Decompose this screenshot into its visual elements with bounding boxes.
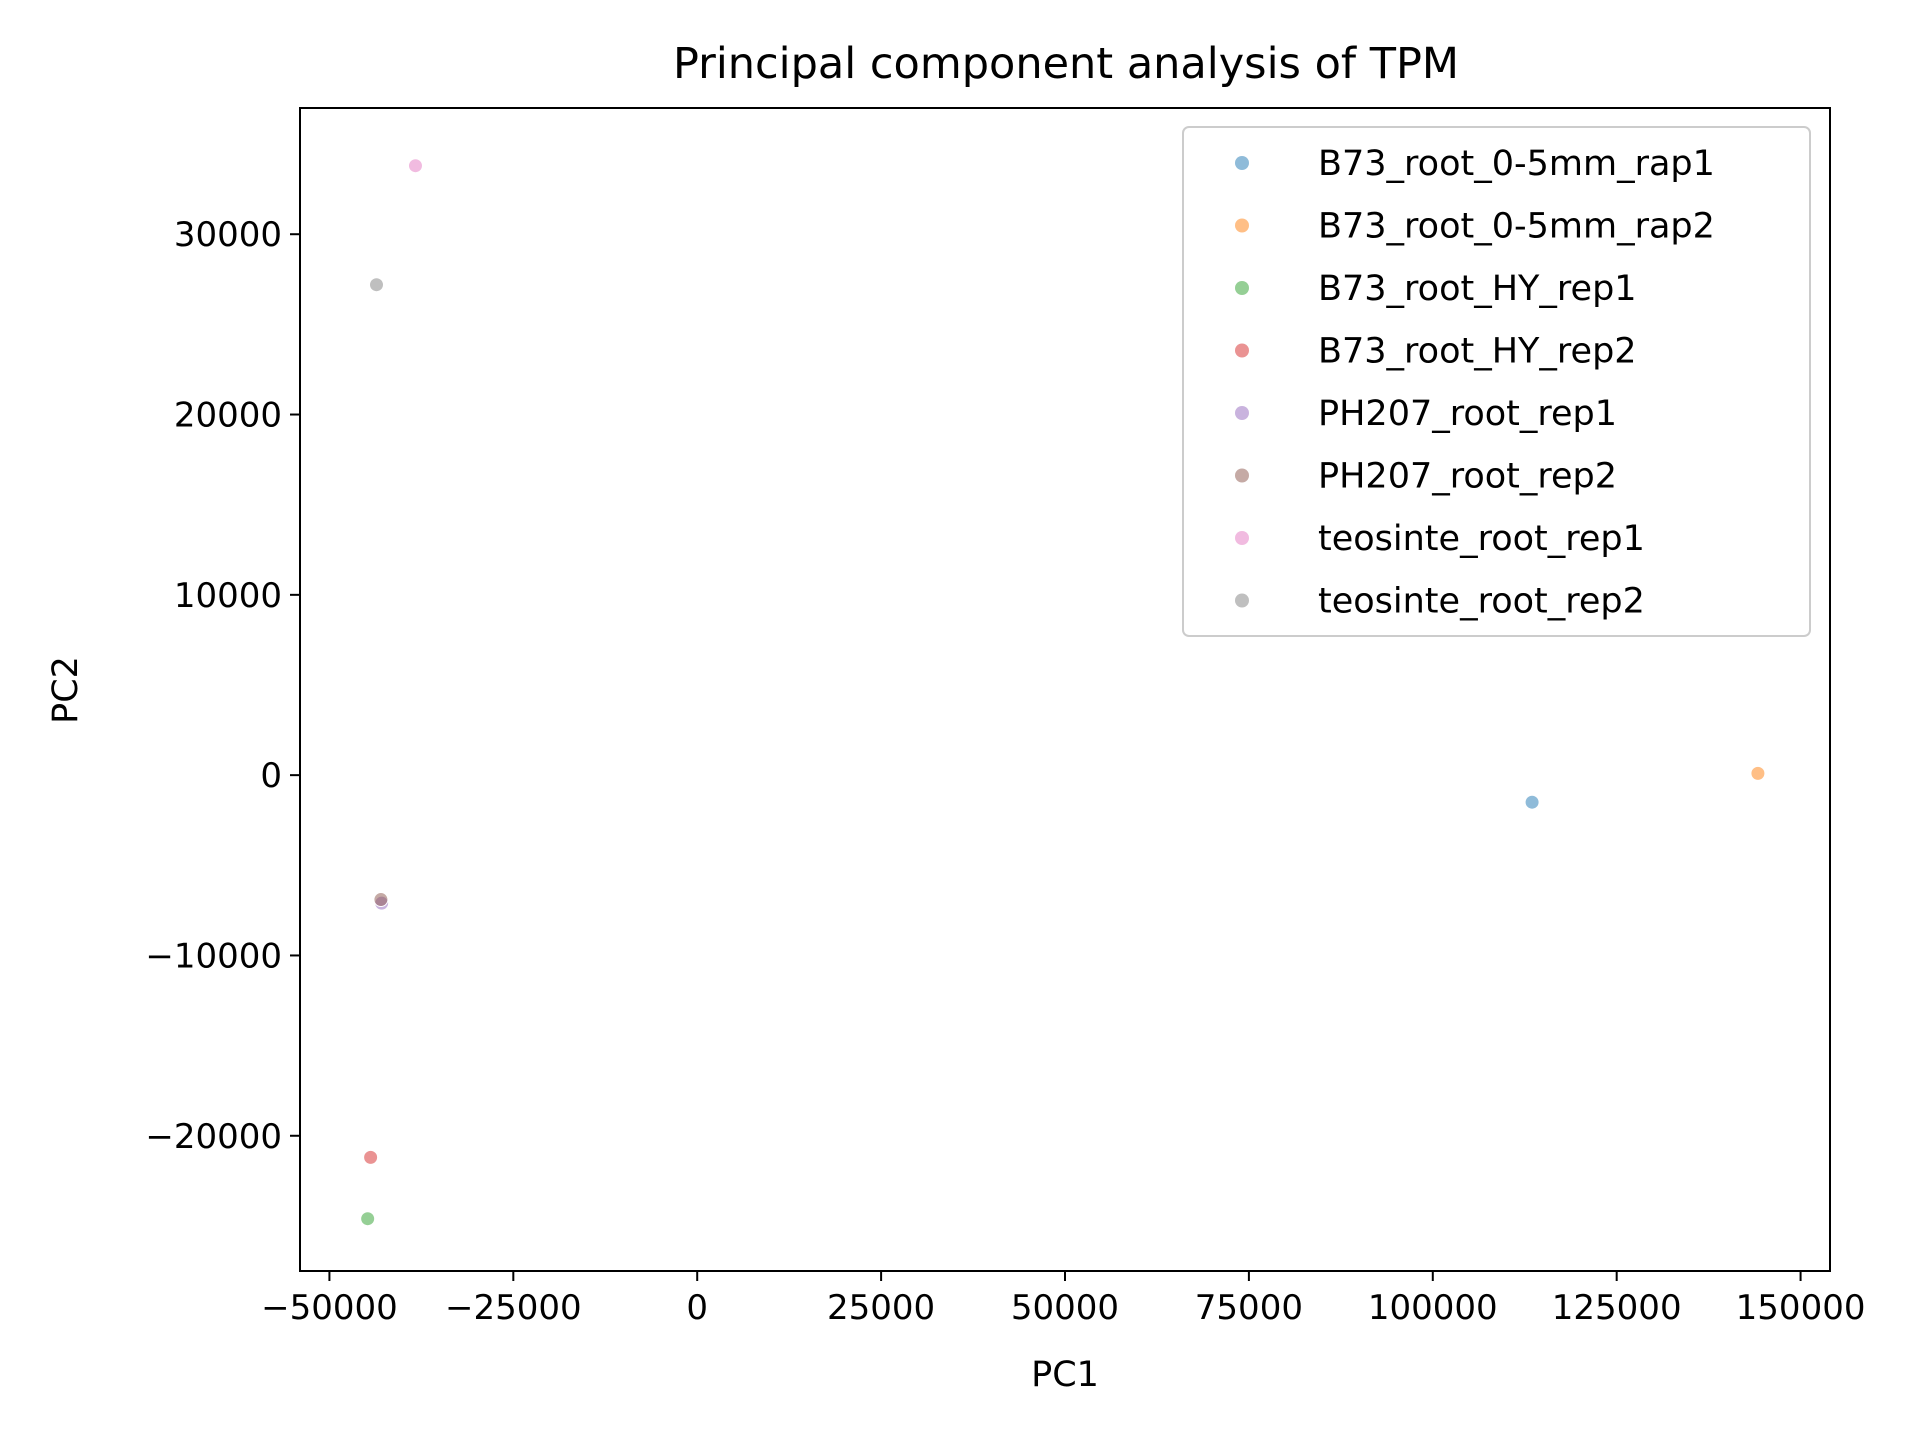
legend-entry-label: PH207_root_rep2	[1318, 457, 1617, 497]
x-tick-label: 125000	[1552, 1288, 1682, 1328]
data-point-B73_root_HY_rep1	[360, 1211, 376, 1227]
y-tick-label: −20000	[145, 1117, 282, 1157]
legend-marker	[1235, 406, 1249, 420]
legend-entry-label: teosinte_root_rep1	[1318, 519, 1645, 559]
x-tick-label: 75000	[1195, 1288, 1303, 1328]
legend-entry-label: B73_root_0-5mm_rap1	[1318, 144, 1715, 184]
legend-marker	[1235, 343, 1249, 358]
legend-entry-label: PH207_root_rep1	[1318, 394, 1617, 434]
x-tick-label: −50000	[261, 1288, 398, 1328]
x-axis-label: PC1	[1031, 1355, 1099, 1395]
legend-frame	[1182, 126, 1811, 637]
x-axis-ticks: −50000 −25000 0 25000 50000 75000 100000 125000…	[261, 1271, 1865, 1328]
data-point-PH207_root_rep2	[373, 892, 389, 908]
y-tick-label: 30000	[174, 215, 282, 255]
y-tick-label: 0	[260, 756, 282, 796]
x-tick-label: 50000	[1011, 1288, 1119, 1328]
legend-marker	[1235, 531, 1249, 545]
legend-marker	[1235, 156, 1249, 170]
y-tick-label: 10000	[174, 576, 282, 616]
data-point-teosinte_root_rep1	[407, 158, 423, 174]
y-axis-label: PC2	[46, 656, 86, 724]
legend-entry-label: teosinte_root_rep2	[1318, 582, 1645, 622]
y-axis-ticks: −20000 −10000 0 10000 20000 30000	[145, 215, 300, 1157]
legend: B73_root_0-5mm_rap1 B73_root_0-5mm_rap2 B7…	[1182, 126, 1811, 637]
plot-area-frame	[299, 107, 1831, 1272]
data-point-B73_root_HY_rep2	[363, 1149, 379, 1165]
chart-title: Principal component analysis of TPM	[673, 39, 1459, 89]
legend-entry-label: B73_root_0-5mm_rap2	[1318, 207, 1715, 247]
x-tick-label: 100000	[1368, 1288, 1498, 1328]
legend-marker	[1235, 468, 1249, 483]
x-tick-label: 0	[686, 1288, 708, 1328]
data-point-B73_root_0-5mm_rap2	[1750, 765, 1766, 781]
legend-marker	[1235, 593, 1249, 608]
x-tick-label: 150000	[1736, 1288, 1866, 1328]
legend-entry-label: B73_root_HY_rep1	[1318, 269, 1637, 309]
data-points	[360, 158, 1766, 1227]
data-point-teosinte_root_rep2	[369, 277, 384, 293]
y-tick-label: 20000	[174, 396, 282, 436]
legend-entry-label: B73_root_HY_rep2	[1318, 332, 1637, 372]
y-tick-label: −10000	[145, 936, 282, 976]
legend-marker	[1235, 218, 1249, 233]
x-tick-label: −25000	[445, 1288, 582, 1328]
legend-marker	[1235, 281, 1249, 295]
data-point-B73_root_0-5mm_rap1	[1524, 794, 1540, 810]
x-tick-label: 25000	[827, 1288, 935, 1328]
